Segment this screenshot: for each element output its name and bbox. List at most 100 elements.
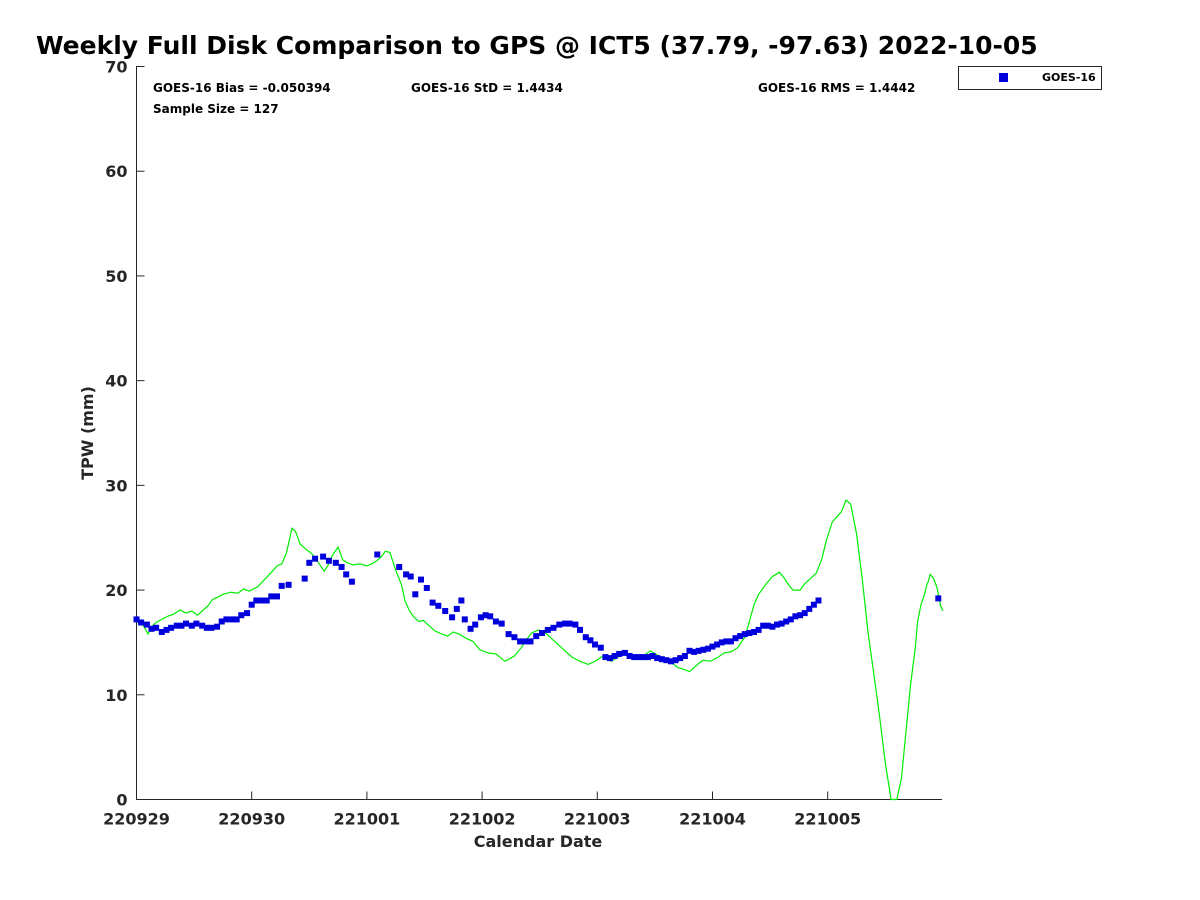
goes-16-point (801, 610, 808, 617)
goes-16-point (442, 608, 449, 614)
goes-16-point (467, 625, 474, 632)
goes-16-point (306, 559, 313, 566)
goes-16-point (792, 613, 799, 620)
goes-16-point (244, 610, 251, 617)
goes-16-point (143, 621, 150, 628)
x-tick-label: 220930 (218, 810, 285, 829)
goes-16-point (806, 605, 813, 612)
goes-16-point (654, 655, 661, 662)
goes-16-point (727, 638, 734, 645)
goes-16-point (278, 582, 285, 589)
goes-16-point (229, 616, 236, 623)
goes-16-point (511, 634, 518, 641)
goes-16-point (621, 649, 628, 656)
goes-16-point (709, 643, 716, 650)
goes-16-point (631, 654, 638, 661)
goes-16-point (572, 621, 579, 628)
goes-16-point (418, 576, 424, 583)
bias-stat: GOES-16 Bias = -0.050394 (153, 81, 331, 95)
goes-16-point (153, 624, 160, 631)
goes-16-point (407, 573, 414, 580)
legend-marker (999, 73, 1008, 82)
goes-16-point (751, 629, 757, 635)
goes-16-point (259, 597, 266, 604)
goes-16-point (810, 601, 817, 608)
goes-16-point (672, 657, 679, 664)
goes-16-point (797, 612, 804, 619)
goes-16-point (691, 648, 698, 655)
goes-16-point (635, 654, 642, 661)
goes-16-series (133, 551, 942, 665)
goes-16-point (183, 620, 189, 627)
goes-16-point (681, 653, 688, 659)
goes-16-point (597, 644, 604, 651)
goes-16-point (544, 626, 551, 633)
goes-16-point (723, 638, 730, 645)
goes-16-point (263, 597, 270, 604)
goes-16-point (774, 621, 780, 628)
goes-16-point (396, 564, 403, 570)
goes-16-point (253, 597, 260, 604)
legend-box (958, 66, 1102, 90)
y-tick-label: 30 (105, 476, 127, 495)
goes-16-point (556, 621, 563, 628)
goes-16-point (787, 616, 794, 623)
goes-16-point (640, 654, 647, 661)
goes-16-point (582, 634, 589, 641)
goes-16-point (492, 618, 499, 625)
goes-16-point (168, 624, 175, 631)
goes-16-point (527, 638, 534, 645)
goes-16-point (769, 623, 776, 630)
x-tick-label: 220929 (103, 810, 170, 829)
sample-size-stat: Sample Size = 127 (153, 102, 279, 116)
goes-16-point (718, 639, 725, 646)
goes-16-point (193, 620, 200, 627)
goes-16-point (325, 557, 332, 564)
goes-16-point (403, 571, 410, 578)
goes-16-point (533, 633, 540, 640)
goes-16-point (607, 655, 613, 662)
x-tick-label: 221005 (794, 810, 861, 829)
goes-16-point (173, 622, 180, 629)
goes-16-point (203, 624, 210, 631)
goes-16-point (199, 622, 206, 629)
goes-16-point (449, 614, 456, 621)
goes-16-point (458, 597, 465, 604)
x-tick-label: 221003 (564, 810, 631, 829)
x-tick-label: 221001 (334, 810, 401, 829)
goes-16-point (522, 638, 529, 645)
goes-16-point (550, 624, 557, 631)
goes-16-point (700, 646, 707, 653)
goes-16-point (704, 645, 711, 652)
goes-16-point (539, 630, 545, 636)
goes-16-point (163, 626, 170, 633)
plot-area-frame (136, 66, 942, 800)
goes-16-point (285, 581, 292, 588)
goes-16-point (577, 626, 583, 633)
legend-label: GOES-16 (1042, 71, 1096, 84)
goes-16-point (626, 653, 633, 659)
chart-title: Weekly Full Disk Comparison to GPS @ ICT… (36, 31, 1038, 60)
goes-16-point (668, 658, 674, 665)
goes-16-point (695, 647, 702, 654)
goes-16-point (783, 618, 790, 625)
gps-series (136, 498, 944, 801)
goes-16-point (461, 616, 468, 623)
goes-16-point (562, 620, 568, 627)
y-tick-label: 50 (105, 267, 127, 286)
x-tick-label: 221002 (449, 810, 516, 829)
goes-16-point (498, 620, 505, 627)
goes-16-point (741, 631, 748, 638)
goes-16-point (208, 624, 215, 631)
goes-16-point (320, 553, 327, 560)
goes-16-point (148, 625, 155, 632)
goes-16-point (429, 599, 436, 606)
goes-16-point (133, 616, 140, 623)
goes-16-point (412, 591, 419, 598)
goes-16-point (482, 612, 489, 619)
goes-16-point (714, 641, 721, 648)
goes-16-point (505, 631, 512, 638)
goes-16-point (677, 655, 684, 662)
goes-16-point (423, 585, 430, 591)
